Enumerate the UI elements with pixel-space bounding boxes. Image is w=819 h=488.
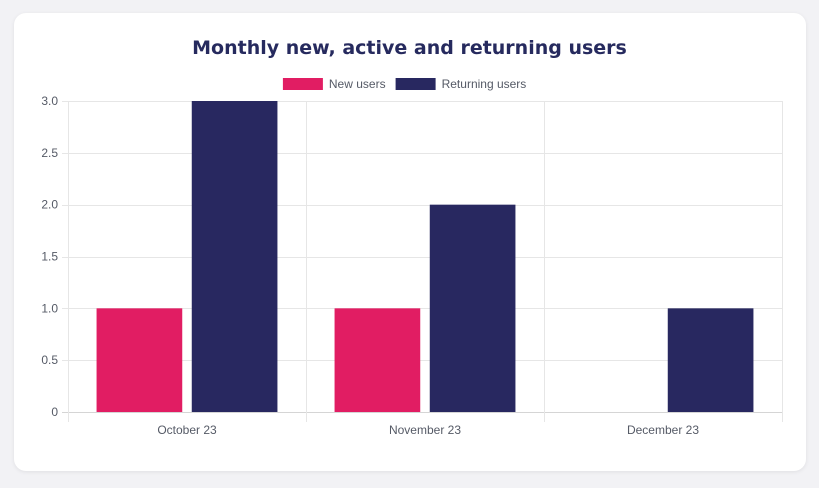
chart-title: Monthly new, active and returning users [192, 37, 627, 59]
x-tick-label: November 23 [389, 423, 461, 437]
bar-returning-users [667, 308, 754, 412]
y-tick-label: 0 [51, 405, 58, 419]
bar-returning-users [191, 101, 278, 412]
x-tick-label: December 23 [627, 423, 699, 437]
bar-new-users [334, 308, 421, 412]
y-tick-label: 3.0 [41, 94, 58, 108]
y-tick-label: 2.0 [41, 198, 58, 212]
y-tick-label: 1.5 [41, 250, 58, 264]
bars [96, 101, 754, 412]
legend-label: Returning users [442, 77, 527, 91]
legend: New users Returning users [282, 77, 527, 91]
legend-label: New users [329, 77, 386, 91]
y-tick-label: 2.5 [41, 146, 58, 160]
y-tick-label: 1.0 [41, 301, 58, 315]
x-axis: October 23 November 23 December 23 [157, 423, 699, 437]
bar-returning-users [429, 204, 516, 412]
bar-new-users [96, 308, 183, 412]
x-tick-label: October 23 [157, 423, 217, 437]
legend-swatch [395, 78, 436, 90]
y-axis: 0 0.5 1.0 1.5 2.0 2.5 3.0 [41, 94, 58, 419]
grid-lines [62, 101, 783, 422]
y-tick-label: 0.5 [41, 353, 58, 367]
legend-swatch [282, 78, 323, 90]
